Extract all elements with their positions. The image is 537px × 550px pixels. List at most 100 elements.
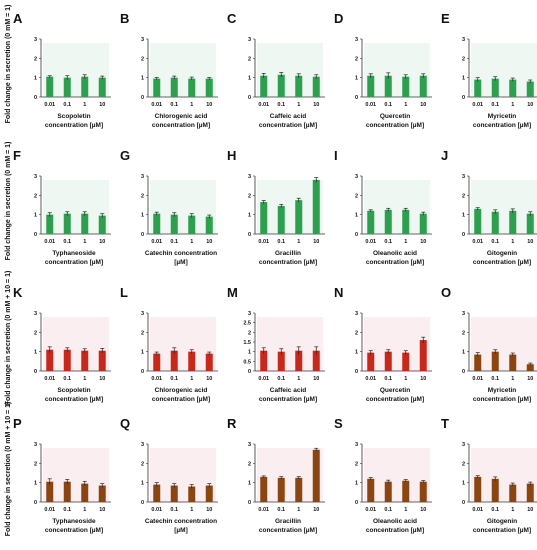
x-tick-label: 1 — [511, 239, 514, 245]
bar — [312, 179, 320, 234]
x-tick-label: 0.1 — [491, 507, 499, 513]
y-tick-label: 1 — [141, 76, 144, 82]
y-tick-label: 0 — [248, 95, 251, 101]
y-tick-label: 2 — [34, 330, 37, 336]
bar — [384, 75, 392, 97]
y-tick-label: 1 — [248, 350, 251, 356]
x-tick-label: 0.01 — [151, 102, 162, 108]
y-tick-label: 0 — [34, 369, 37, 375]
y-tick-label: 3 — [462, 442, 465, 448]
panel-letter: R — [227, 416, 237, 431]
x-axis-title-line: concentration [µM] — [259, 396, 317, 403]
plot-area-tint — [257, 180, 323, 234]
x-axis-title-line: concentration [µM] — [45, 527, 103, 534]
y-tick-label: 3 — [34, 311, 37, 317]
x-tick-label: 0.01 — [365, 239, 376, 245]
chart-panel-n: N 0 1 2 3 0.01 0.1 1 10 Quercetin concentration [µ… — [334, 285, 432, 403]
panel-letter: G — [120, 148, 130, 163]
y-tick-label: 0 — [34, 500, 37, 506]
y-tick-label: 1 — [462, 213, 465, 219]
x-tick-label: 0.1 — [384, 376, 392, 382]
x-axis-title-line: Chlorogenic acid — [155, 113, 208, 120]
y-tick-label: 3 — [34, 442, 37, 448]
x-axis-title: Typhaneoside concentration [µM] — [45, 518, 103, 534]
y-tick-label: 1 — [462, 481, 465, 487]
x-tick-label: 10 — [206, 239, 212, 245]
x-tick-label: 1 — [297, 239, 300, 245]
y-tick-label: 1 — [355, 76, 358, 82]
y-tick-label: 1 — [248, 76, 251, 82]
x-tick-label: 1 — [83, 507, 86, 513]
x-axis-title: Scopoletin concentration [µM] — [45, 387, 103, 403]
y-tick-label: 2 — [462, 193, 465, 199]
plot-area-tint — [364, 180, 430, 234]
y-tick-label: 1.5 — [243, 340, 251, 346]
bar — [205, 78, 213, 97]
plot-area-tint — [364, 43, 430, 97]
bar — [260, 476, 268, 502]
bar — [312, 76, 320, 97]
x-axis-title-line: concentration [µM] — [45, 122, 103, 129]
x-tick-label: 0.01 — [472, 102, 483, 108]
x-axis-title: Myricetin concentration [µM] — [473, 387, 531, 403]
y-tick-label: 2 — [34, 461, 37, 467]
panel-letter: J — [441, 148, 448, 163]
chart-panel-d: D 0 1 2 3 0.01 0.1 1 10 Quercetin concentration [µ… — [334, 11, 432, 129]
plot-area-tint — [150, 180, 216, 234]
bar — [63, 213, 71, 234]
x-tick-label: 1 — [190, 239, 193, 245]
y-tick-label: 0 — [141, 500, 144, 506]
chart-panel-m: M 0 0.5 1 1.5 2 2.5 3 0.01 0.1 1 10 Caffeic acid conc… — [227, 285, 325, 403]
y-tick-label: 2 — [141, 461, 144, 467]
x-tick-label: 0.1 — [384, 102, 392, 108]
y-tick-label: 3 — [355, 442, 358, 448]
y-tick-label: 3 — [355, 311, 358, 317]
panel-letter: O — [441, 285, 451, 300]
x-axis-title-line: Scopoletin — [57, 113, 90, 120]
bar — [205, 353, 213, 371]
bar — [81, 483, 89, 502]
bar — [419, 340, 427, 371]
bar — [402, 76, 410, 97]
chart-panel-c: C 0 1 2 3 0.01 0.1 1 10 Caffeic acid concentration… — [227, 11, 325, 129]
bar — [384, 481, 392, 502]
panel-letter: A — [13, 11, 23, 26]
bar — [81, 213, 89, 234]
x-tick-label: 0.1 — [277, 239, 285, 245]
x-axis-title-line: concentration [µM] — [259, 122, 317, 129]
x-axis-title-line: concentration [µM] — [473, 396, 531, 403]
x-tick-label: 0.01 — [151, 376, 162, 382]
panel-letter: I — [334, 148, 338, 163]
chart-panel-j: J 0 1 2 3 0.01 0.1 1 10 Gitogenin concentration [µ… — [441, 148, 537, 266]
bar — [295, 75, 303, 97]
plot-area-tint — [150, 43, 216, 97]
y-tick-label: 1 — [34, 213, 37, 219]
bar — [509, 210, 517, 234]
y-tick-label: 1 — [355, 213, 358, 219]
y-tick-label: 2.5 — [243, 321, 251, 327]
x-tick-label: 1 — [190, 507, 193, 513]
x-tick-label: 0.1 — [384, 507, 392, 513]
chart-panel-q: Q 0 1 2 3 0.01 0.1 1 10 Catechin concentration [µM… — [120, 416, 218, 534]
x-axis-title-line: concentration [µM] — [45, 396, 103, 403]
bar — [170, 77, 178, 97]
plot-area-tint — [257, 448, 323, 502]
x-tick-label: 0.1 — [170, 239, 178, 245]
x-axis-title-line: Scopoletin — [57, 387, 90, 394]
x-axis-title-line: Typhaneoside — [52, 250, 96, 257]
bar — [205, 216, 213, 234]
bar — [367, 352, 375, 371]
x-axis-title-line: Gitogenin — [487, 250, 517, 257]
plot-area-tint — [364, 448, 430, 502]
bar — [98, 215, 106, 234]
row-y-axis-title: Fold change in secretion (0 mM + 10 = 1) — [5, 271, 12, 406]
x-tick-label: 10 — [313, 376, 319, 382]
y-tick-label: 2 — [248, 56, 251, 62]
row-y-axis-title: Fold change in secretion (0 mM = 1) — [5, 5, 12, 124]
plot-area-tint — [150, 317, 216, 371]
bar — [153, 78, 161, 97]
bar — [46, 214, 54, 234]
x-axis-title-line: Quercetin — [380, 387, 410, 394]
y-tick-label: 0 — [355, 95, 358, 101]
